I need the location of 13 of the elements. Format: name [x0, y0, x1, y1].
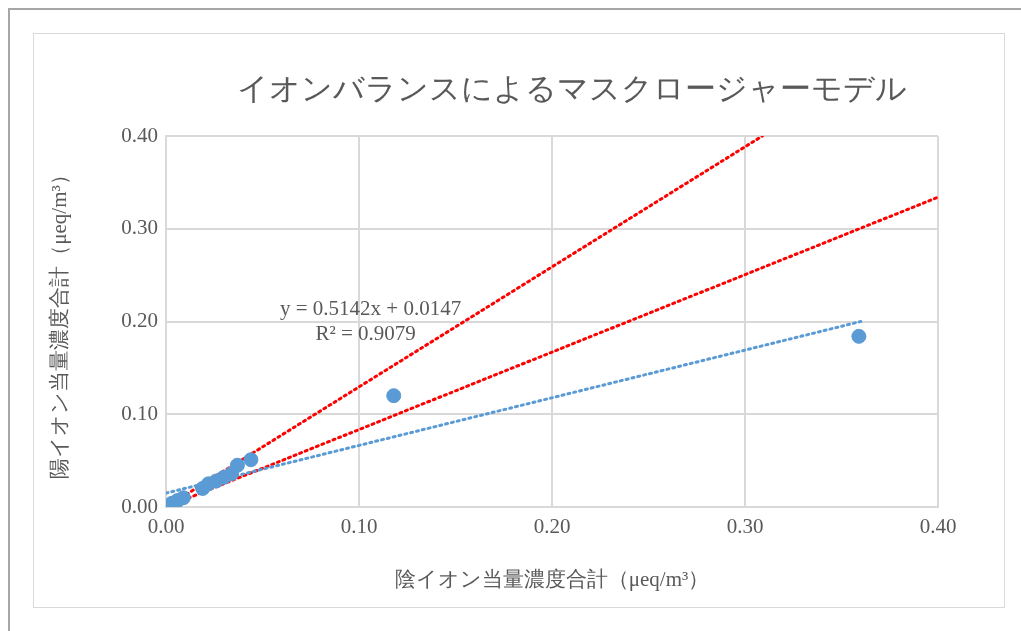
x-axis-title: 陰イオン当量濃度合計（μeq/m³） — [394, 566, 710, 591]
chart-title: イオンバランスによるマスクロージャーモデル — [237, 71, 907, 107]
x-tick-label: 0.40 — [919, 514, 957, 539]
x-tick-label: 0.30 — [726, 514, 764, 539]
annotation: y = 0.5142x + 0.0147 — [279, 295, 462, 320]
x-tick-label: 0.20 — [533, 514, 571, 539]
x-tick-label: 0.10 — [340, 514, 378, 539]
y-tick-label: 0.10 — [121, 400, 158, 425]
y-axis-title: 陽イオン当量濃度合計（μeq/m³） — [47, 164, 72, 479]
annotation: R² = 0.9079 — [315, 320, 416, 345]
y-tick-label: 0.40 — [121, 122, 158, 147]
y-tick-label: 0.30 — [121, 215, 158, 240]
y-tick-label: 0.20 — [121, 308, 158, 333]
